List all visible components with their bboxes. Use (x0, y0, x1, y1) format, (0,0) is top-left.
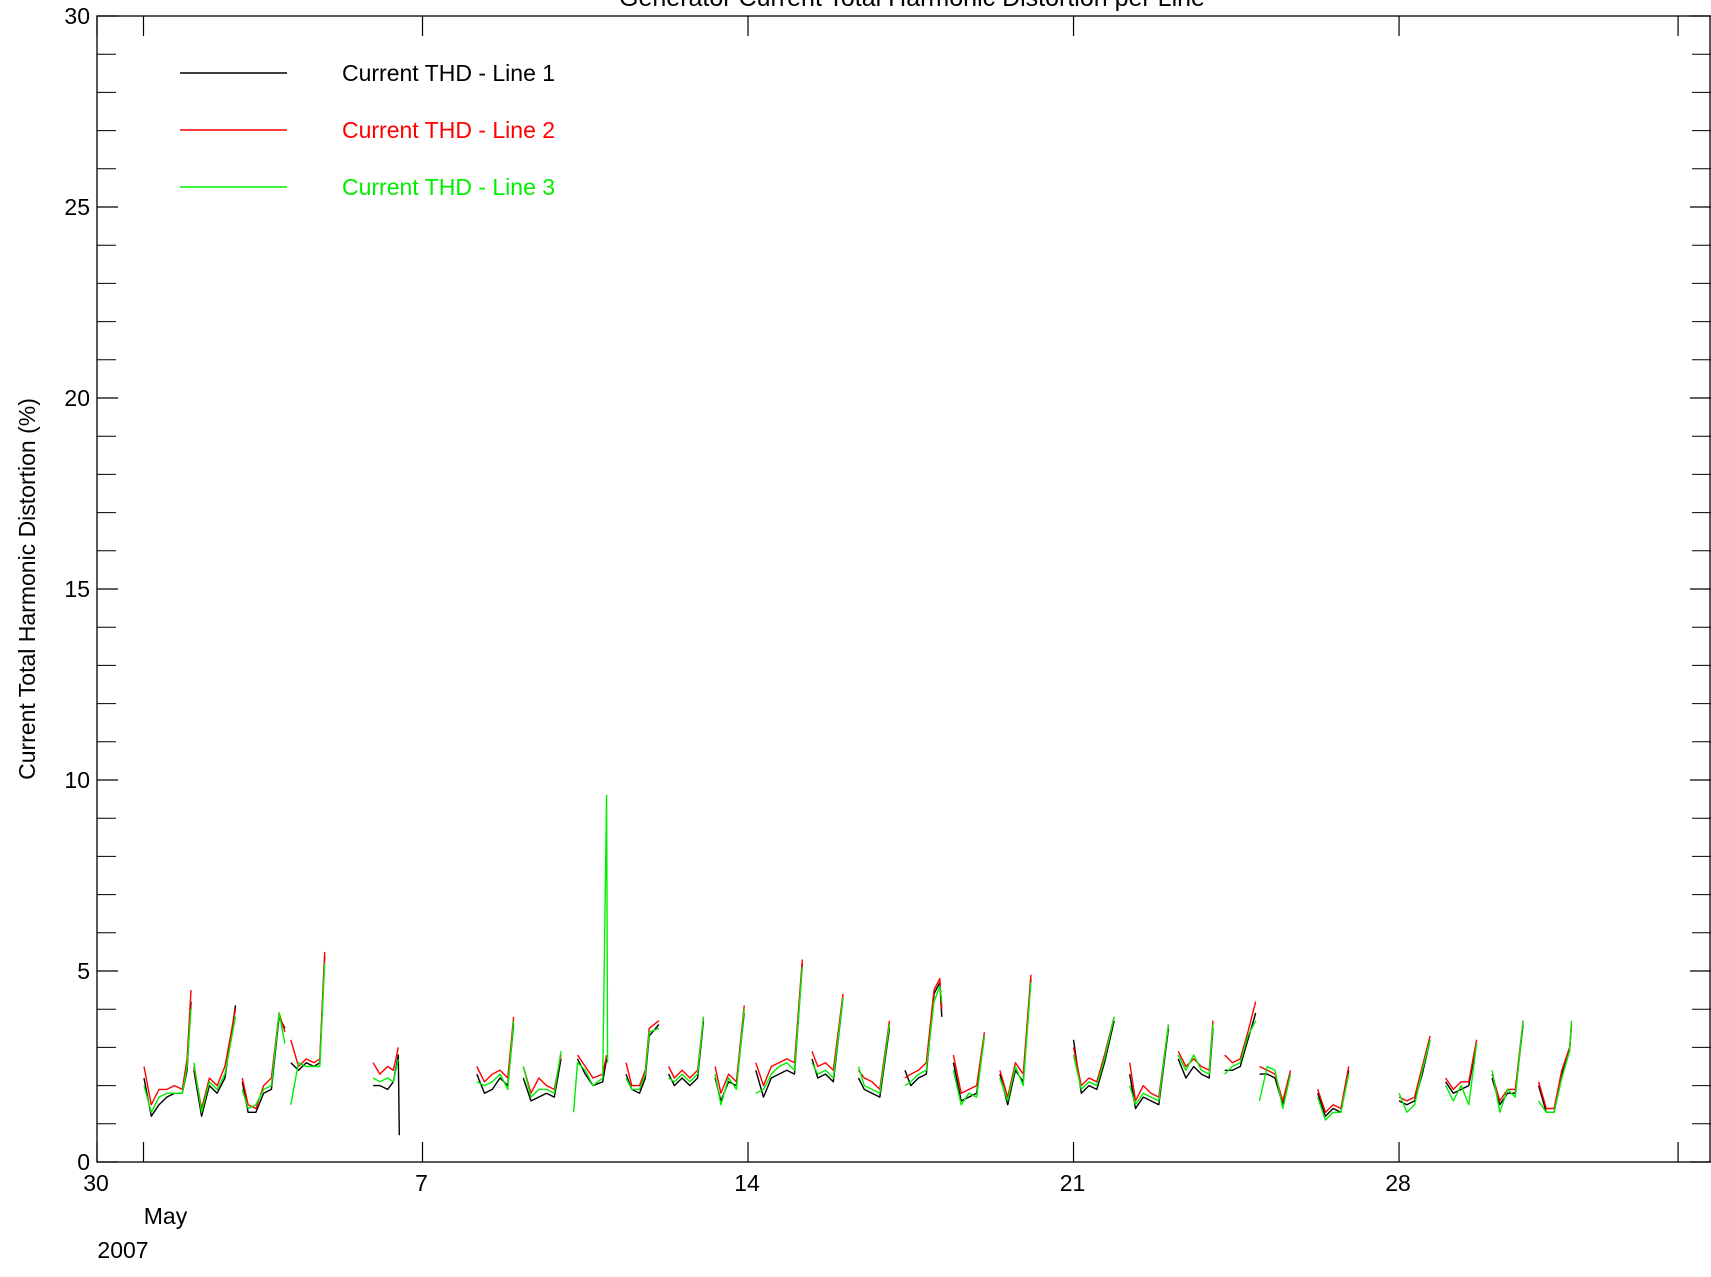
series-3-line-segment (1492, 1021, 1523, 1113)
series-3-line-segment (523, 1051, 561, 1097)
series-2 (144, 952, 1572, 1112)
series-3-line-segment (1318, 1074, 1349, 1120)
plot-frame (97, 16, 1710, 1162)
legend: Current THD - Line 1 Current THD - Line 2… (180, 60, 555, 200)
y-tick-label: 15 (64, 576, 90, 602)
series-3-line-segment (574, 795, 608, 1112)
series-3-line-segment (1178, 1025, 1213, 1075)
x-tick-label: 21 (1060, 1170, 1086, 1196)
series-3-line-segment (953, 1036, 984, 1105)
series-3-line-segment (715, 1009, 744, 1104)
series-1-line-segment (859, 1028, 890, 1097)
x-tick-label: 30 (83, 1170, 109, 1196)
series-3-line-segment (669, 1017, 704, 1082)
series-1-line-segment (1178, 1028, 1213, 1078)
series-3-line-segment (1446, 1044, 1477, 1105)
y-axis-label: Current Total Harmonic Distortion (%) (14, 398, 40, 780)
y-tick-label: 5 (77, 958, 90, 984)
legend-label-3: Current THD - Line 3 (342, 174, 555, 200)
y-tick-label: 30 (64, 3, 90, 29)
series-lines (144, 795, 1572, 1135)
series-1-line-segment (905, 983, 942, 1086)
series-3 (144, 795, 1572, 1120)
series-2-line-segment (477, 1017, 514, 1082)
series-3-line-segment (477, 1021, 514, 1090)
series-1 (144, 956, 1572, 1136)
series-3-line-segment (905, 986, 942, 1085)
series-2-line-segment (291, 952, 325, 1067)
series-1-line-segment (144, 1002, 191, 1117)
series-2-line-segment (194, 1009, 236, 1108)
series-2-line-segment (1399, 1036, 1430, 1101)
legend-label-1: Current THD - Line 1 (342, 60, 555, 86)
x-tick-label: 7 (415, 1170, 428, 1196)
x-year-label: 2007 (97, 1237, 148, 1263)
legend-label-2: Current THD - Line 2 (342, 117, 555, 143)
y-tick-label: 10 (64, 767, 90, 793)
chart-title: Generator Current Total Harmonic Distort… (619, 0, 1205, 12)
y-tick-label: 25 (64, 194, 90, 220)
series-2-line-segment (1225, 1002, 1256, 1063)
series-2-line-segment (1130, 1025, 1169, 1101)
series-2-line-segment (1539, 1025, 1572, 1109)
x-month-label: May (144, 1203, 188, 1229)
series-2-line-segment (905, 979, 942, 1078)
x-tick-label: 28 (1385, 1170, 1411, 1196)
series-3-line-segment (291, 963, 325, 1104)
series-1-line-segment (242, 1017, 285, 1113)
series-2-line-segment (373, 1047, 398, 1074)
x-tick-label: 14 (734, 1170, 760, 1196)
series-3-line-segment (812, 998, 843, 1078)
series-1-line-segment (523, 1059, 561, 1101)
series-3-line-segment (1000, 983, 1031, 1101)
series-2-line-segment (1178, 1021, 1213, 1071)
series-1-line-segment (756, 963, 803, 1097)
y-tick-label: 20 (64, 385, 90, 411)
series-2-line-segment (1074, 1017, 1115, 1086)
